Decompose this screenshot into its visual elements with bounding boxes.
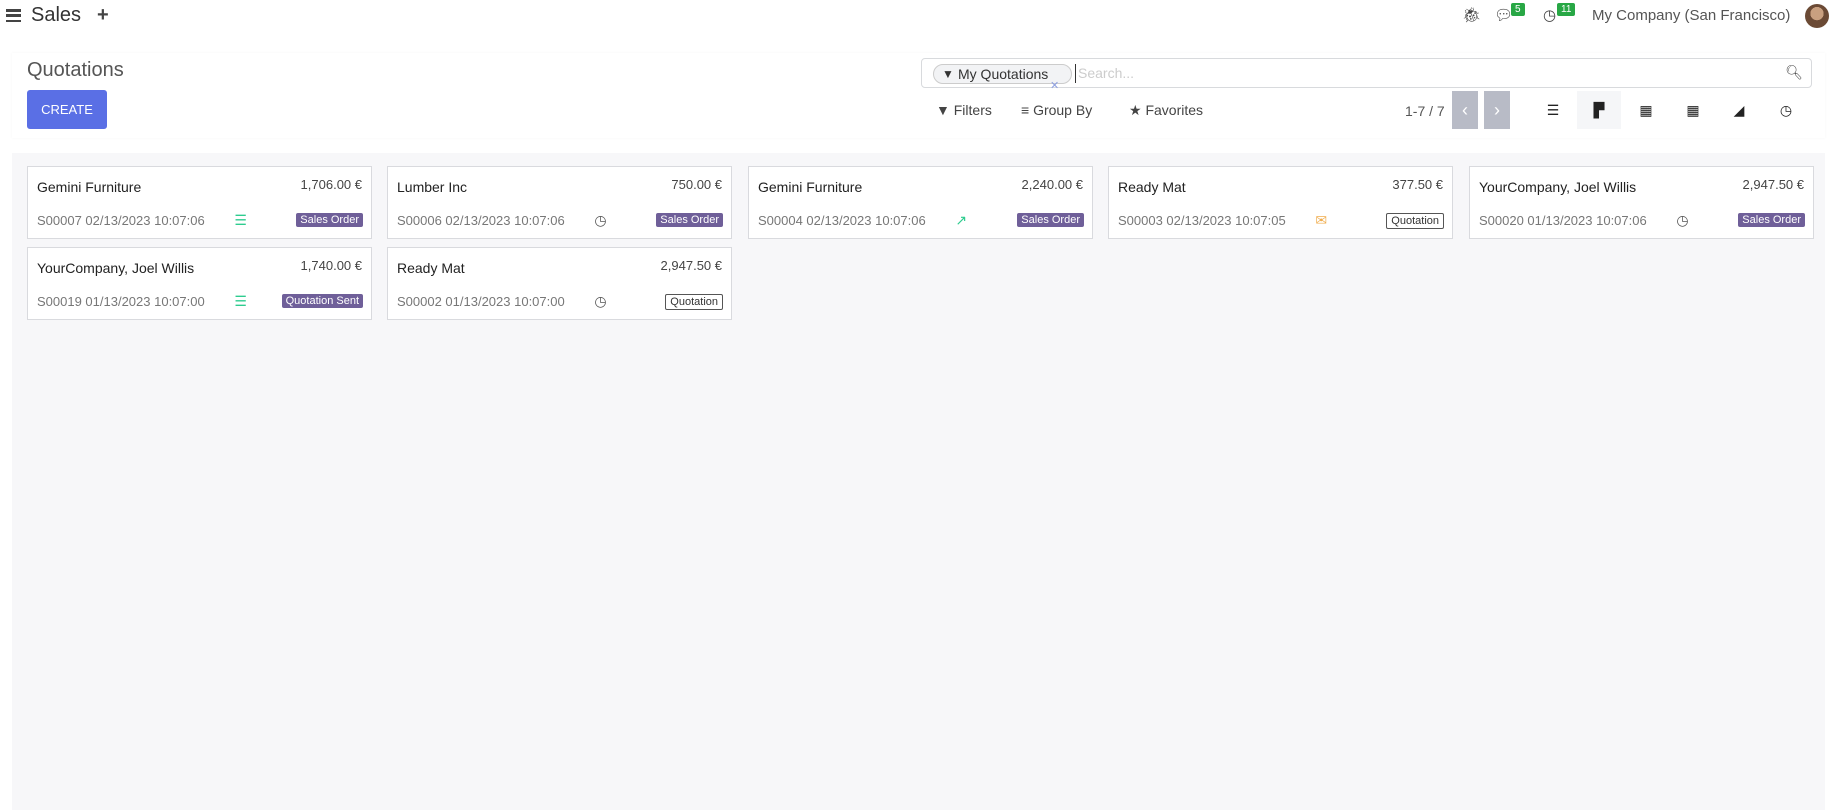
search-icon[interactable]: 🔍︎ [1785, 64, 1803, 80]
debug-bug-icon[interactable]: 🐞︎ [1462, 7, 1482, 24]
kanban-card[interactable]: Ready Mat 2,947.50 € S00002 01/13/2023 1… [387, 247, 732, 320]
filter-icon: ▼ [942, 67, 954, 81]
filter-icon: ▼ [936, 102, 954, 118]
order-reference: S00004 02/13/2023 10:07:06 [758, 213, 926, 228]
customer-name: YourCompany, Joel Willis [1479, 179, 1637, 195]
group-by-label: Group By [1033, 102, 1093, 118]
messages-icon[interactable]: 💬︎ [1494, 7, 1514, 24]
view-graph-button[interactable]: ◢ [1717, 91, 1761, 129]
customer-name: Lumber Inc [397, 179, 468, 195]
amount: 2,947.50 € [660, 258, 722, 273]
view-activity-button[interactable]: ◷ [1764, 91, 1808, 129]
app-name[interactable]: Sales [31, 4, 82, 26]
filters-button[interactable]: ▼ Filters [936, 102, 992, 118]
search-bar[interactable]: ▼ My Quotations ✕ 🔍︎ [921, 58, 1812, 92]
order-reference: S00002 01/13/2023 10:07:00 [397, 294, 565, 309]
order-reference: S00006 02/13/2023 10:07:06 [397, 213, 565, 228]
order-reference: S00020 01/13/2023 10:07:06 [1479, 213, 1647, 228]
kanban-card[interactable]: Ready Mat 377.50 € S00003 02/13/2023 10:… [1108, 166, 1453, 239]
kanban-icon: ▛ [1593, 101, 1605, 118]
order-reference: S00003 02/13/2023 10:07:05 [1118, 213, 1286, 228]
page-title: Quotations [27, 59, 124, 81]
favorites-button[interactable]: ★ Favorites [1129, 102, 1203, 119]
envelope-icon[interactable]: ✉ [1315, 212, 1328, 228]
pager-value[interactable]: 1-7 / 7 [1405, 103, 1445, 119]
server-icon[interactable]: ☰ [234, 293, 247, 309]
status-badge: Sales Order [296, 213, 363, 227]
area-chart-icon: ◢ [1733, 101, 1745, 118]
clock-icon[interactable]: ◷ [594, 293, 607, 309]
kanban-card[interactable]: Lumber Inc 750.00 € S00006 02/13/2023 10… [387, 166, 732, 239]
kanban-card[interactable]: YourCompany, Joel Willis 2,947.50 € S000… [1469, 166, 1814, 239]
table-icon: ▦ [1686, 101, 1700, 118]
group-by-button[interactable]: ≡ Group By [1021, 102, 1092, 118]
clock-icon[interactable]: ◷ [1676, 212, 1689, 228]
top-navbar: Sales + 🐞︎ 💬︎ 5 ◷ 11 My Company (San Fra… [0, 0, 1844, 33]
filters-label: Filters [953, 102, 992, 118]
activities-badge: 11 [1557, 3, 1576, 16]
view-list-button[interactable]: ☰ [1531, 91, 1575, 129]
activities-clock-icon[interactable]: ◷ [1543, 7, 1557, 24]
amount: 2,947.50 € [1742, 177, 1804, 192]
order-reference: S00007 02/13/2023 10:07:06 [37, 213, 205, 228]
chart-line-icon[interactable]: ↗ [955, 212, 968, 228]
customer-name: Gemini Furniture [758, 179, 863, 195]
amount: 377.50 € [1392, 177, 1443, 192]
clock-icon[interactable]: ◷ [594, 212, 607, 228]
status-badge: Quotation [1386, 213, 1444, 229]
user-avatar[interactable] [1805, 4, 1829, 28]
status-badge: Quotation [665, 294, 723, 310]
kanban-card[interactable]: Gemini Furniture 2,240.00 € S00004 02/13… [748, 166, 1093, 239]
amount: 750.00 € [671, 177, 722, 192]
status-badge: Quotation Sent [281, 294, 363, 308]
order-reference: S00019 01/13/2023 10:07:00 [37, 294, 205, 309]
amount: 1,740.00 € [300, 258, 362, 273]
view-calendar-button[interactable]: ▦ [1624, 91, 1668, 129]
customer-name: YourCompany, Joel Willis [37, 260, 195, 276]
customer-name: Ready Mat [1118, 179, 1186, 195]
status-badge: Sales Order [656, 213, 723, 227]
customer-name: Ready Mat [397, 260, 465, 276]
clock-icon: ◷ [1779, 101, 1793, 118]
star-icon: ★ [1129, 102, 1146, 118]
view-kanban-button[interactable]: ▛ [1577, 91, 1621, 129]
quick-create-icon[interactable]: + [97, 4, 109, 26]
server-icon[interactable]: ☰ [234, 212, 247, 228]
messages-badge: 5 [1511, 3, 1525, 16]
menu-icon[interactable] [6, 9, 21, 22]
calendar-icon: ▦ [1639, 101, 1653, 118]
company-switcher[interactable]: My Company (San Francisco) [1592, 7, 1791, 24]
list-icon: ☰ [1546, 101, 1560, 118]
favorites-label: Favorites [1145, 102, 1204, 118]
search-input[interactable] [1078, 63, 1778, 83]
kanban-card[interactable]: Gemini Furniture 1,706.00 € S00007 02/13… [27, 166, 372, 239]
kanban-card[interactable]: YourCompany, Joel Willis 1,740.00 € S000… [27, 247, 372, 320]
status-badge: Sales Order [1017, 213, 1084, 227]
view-pivot-button[interactable]: ▦ [1671, 91, 1715, 129]
amount: 1,706.00 € [300, 177, 362, 192]
pager-next-button[interactable]: › [1484, 91, 1510, 129]
status-badge: Sales Order [1738, 213, 1805, 227]
customer-name: Gemini Furniture [37, 179, 142, 195]
create-button[interactable]: CREATE [27, 90, 107, 129]
remove-facet-icon[interactable]: ✕ [1050, 80, 1060, 92]
facet-label: My Quotations [958, 66, 1049, 82]
search-facet: ▼ My Quotations [933, 64, 1072, 84]
pager-previous-button[interactable]: ‹ [1452, 91, 1478, 129]
layers-icon: ≡ [1021, 102, 1034, 118]
amount: 2,240.00 € [1021, 177, 1083, 192]
text-cursor [1075, 64, 1076, 83]
